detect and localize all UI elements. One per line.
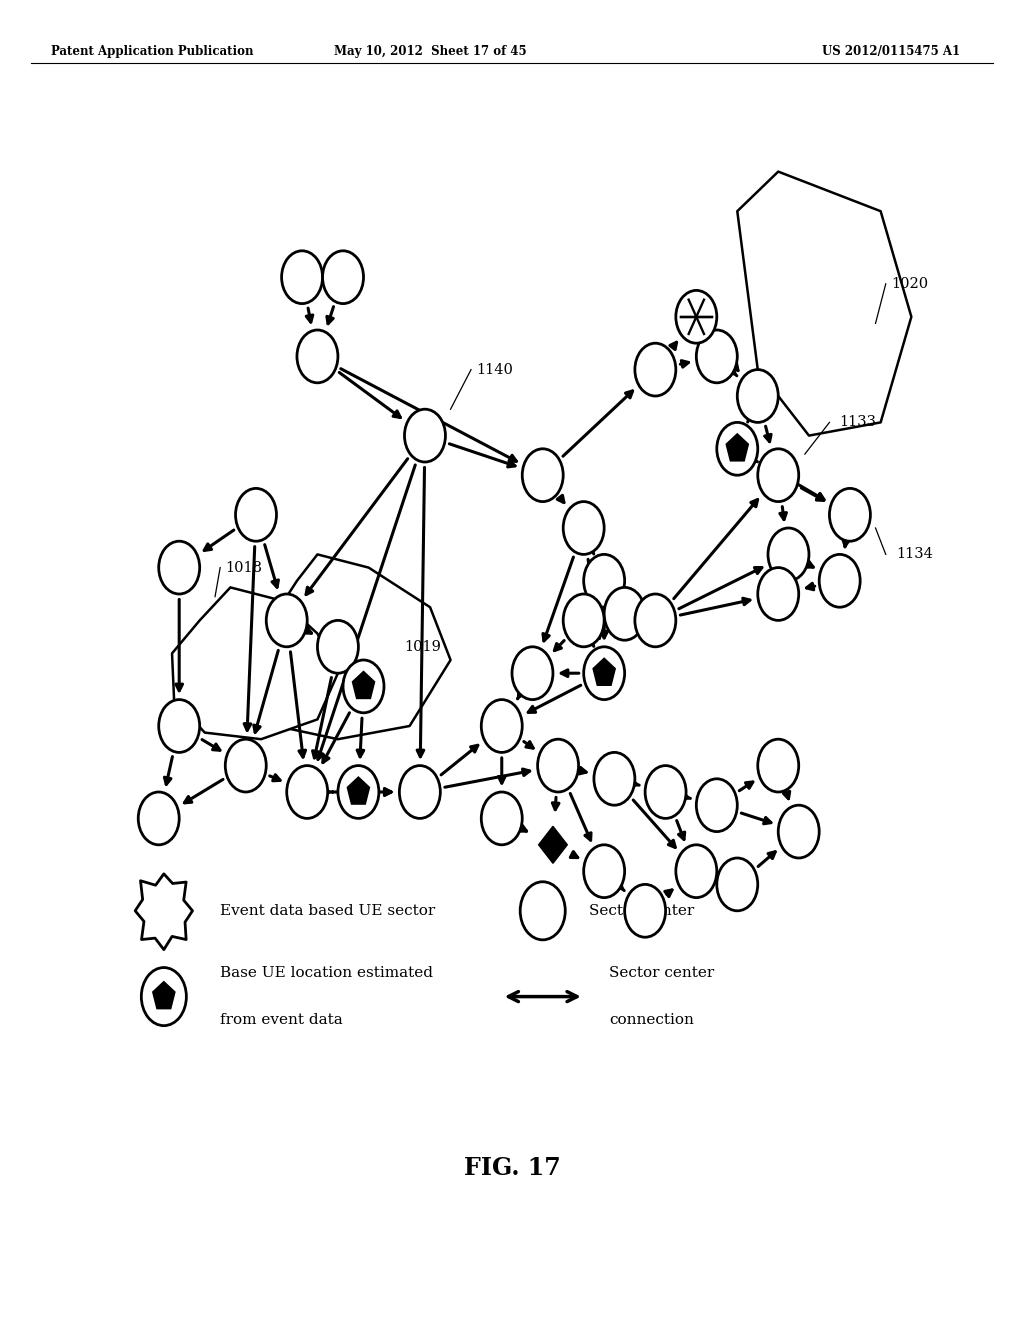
Circle shape: [538, 739, 579, 792]
Circle shape: [717, 858, 758, 911]
Text: US 2012/0115475 A1: US 2012/0115475 A1: [822, 45, 959, 58]
Circle shape: [696, 330, 737, 383]
Text: Base UE location estimated: Base UE location estimated: [220, 966, 433, 979]
Text: 1018: 1018: [225, 561, 262, 574]
Text: FIG. 17: FIG. 17: [464, 1156, 560, 1180]
Circle shape: [737, 370, 778, 422]
Circle shape: [768, 528, 809, 581]
Circle shape: [563, 502, 604, 554]
Circle shape: [645, 766, 686, 818]
Circle shape: [584, 647, 625, 700]
Circle shape: [404, 409, 445, 462]
Text: from event data: from event data: [220, 1014, 343, 1027]
Circle shape: [584, 554, 625, 607]
Circle shape: [584, 845, 625, 898]
Circle shape: [338, 766, 379, 818]
Circle shape: [287, 766, 328, 818]
Polygon shape: [348, 777, 369, 804]
Circle shape: [635, 594, 676, 647]
Text: 1133: 1133: [840, 416, 877, 429]
Circle shape: [282, 251, 323, 304]
Circle shape: [317, 620, 358, 673]
Text: connection: connection: [609, 1014, 694, 1027]
Circle shape: [399, 766, 440, 818]
Circle shape: [594, 752, 635, 805]
Polygon shape: [727, 434, 748, 461]
Circle shape: [676, 845, 717, 898]
Circle shape: [563, 594, 604, 647]
Circle shape: [323, 251, 364, 304]
Circle shape: [819, 554, 860, 607]
Text: Sector center: Sector center: [589, 904, 694, 917]
Circle shape: [625, 884, 666, 937]
Polygon shape: [539, 826, 567, 863]
Polygon shape: [353, 672, 374, 698]
Circle shape: [635, 343, 676, 396]
Circle shape: [758, 449, 799, 502]
Circle shape: [717, 422, 758, 475]
Circle shape: [481, 792, 522, 845]
Circle shape: [676, 290, 717, 343]
Circle shape: [159, 541, 200, 594]
Circle shape: [522, 449, 563, 502]
Circle shape: [343, 660, 384, 713]
Text: 1020: 1020: [891, 277, 928, 290]
Polygon shape: [172, 587, 338, 739]
Polygon shape: [135, 874, 193, 949]
Text: 1140: 1140: [476, 363, 513, 376]
Polygon shape: [594, 659, 614, 685]
Text: Patent Application Publication: Patent Application Publication: [51, 45, 254, 58]
Circle shape: [778, 805, 819, 858]
Circle shape: [604, 587, 645, 640]
Text: Event data based UE sector: Event data based UE sector: [220, 904, 435, 917]
Circle shape: [266, 594, 307, 647]
Circle shape: [141, 968, 186, 1026]
Circle shape: [225, 739, 266, 792]
Circle shape: [481, 700, 522, 752]
Circle shape: [520, 882, 565, 940]
Circle shape: [512, 647, 553, 700]
Circle shape: [297, 330, 338, 383]
Text: May 10, 2012  Sheet 17 of 45: May 10, 2012 Sheet 17 of 45: [334, 45, 526, 58]
Circle shape: [236, 488, 276, 541]
Text: 1019: 1019: [404, 640, 441, 653]
Polygon shape: [154, 982, 174, 1008]
Polygon shape: [261, 554, 451, 739]
Circle shape: [829, 488, 870, 541]
Circle shape: [138, 792, 179, 845]
Circle shape: [159, 700, 200, 752]
Text: Sector center: Sector center: [609, 966, 715, 979]
Circle shape: [758, 739, 799, 792]
Circle shape: [758, 568, 799, 620]
Text: 1134: 1134: [896, 548, 933, 561]
Circle shape: [696, 779, 737, 832]
